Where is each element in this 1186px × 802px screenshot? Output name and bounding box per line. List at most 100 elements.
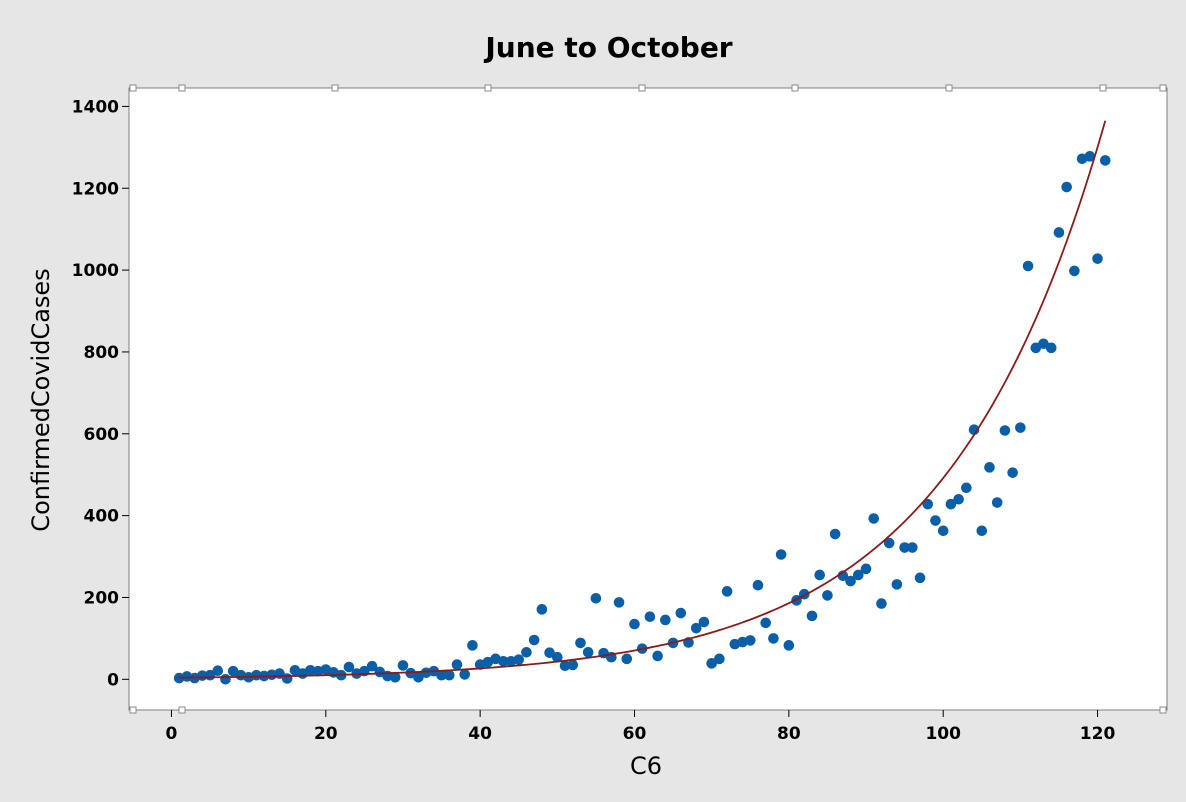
data-point — [1084, 151, 1096, 162]
y-tick-label: 1200 — [72, 179, 119, 199]
data-point — [853, 569, 864, 581]
data-point — [536, 604, 548, 615]
data-point — [1092, 253, 1103, 264]
data-point — [1061, 181, 1072, 193]
data-point — [814, 569, 826, 581]
data-point — [660, 614, 671, 626]
frame-handle — [484, 84, 492, 92]
data-point — [706, 658, 717, 669]
data-point — [675, 607, 687, 619]
data-point — [945, 498, 957, 510]
data-point — [1045, 342, 1057, 354]
frame-handle — [1099, 84, 1107, 92]
data-point — [953, 493, 964, 505]
data-point — [760, 617, 771, 629]
x-tick-label: 40 — [468, 724, 492, 744]
data-point — [451, 659, 463, 670]
data-point — [436, 669, 447, 681]
x-tick-label: 120 — [1080, 724, 1116, 744]
data-point — [212, 665, 224, 677]
x-axis-label: C6 — [630, 752, 662, 780]
fit-line — [179, 120, 1107, 679]
data-point — [629, 618, 640, 630]
data-point — [775, 549, 787, 560]
frame-handle — [1159, 706, 1167, 714]
x-axis: 0 20 40 60 80 100 120 — [166, 710, 1116, 744]
y-tick-label: 0 — [107, 670, 119, 690]
y-tick-label: 400 — [84, 507, 120, 527]
y-axis-label: ConfirmedCovidCases — [27, 268, 55, 531]
data-point — [907, 542, 918, 553]
frame-handle — [638, 84, 646, 92]
data-point — [1069, 265, 1080, 277]
data-point — [768, 633, 779, 644]
data-point — [714, 653, 725, 665]
data-point — [976, 525, 988, 537]
data-point — [860, 563, 872, 575]
data-point — [397, 660, 409, 671]
data-point — [845, 575, 856, 587]
chart-title: June to October — [483, 31, 732, 64]
data-point — [497, 656, 509, 667]
frame-handle — [129, 84, 137, 92]
data-point — [413, 671, 424, 683]
data-point — [868, 513, 880, 524]
data-point — [899, 542, 910, 553]
data-point — [876, 598, 887, 609]
data-point — [552, 651, 563, 663]
data-point — [1007, 467, 1018, 478]
data-point — [528, 634, 540, 646]
frame-handle — [178, 706, 186, 714]
data-point — [752, 579, 764, 591]
x-tick-label: 100 — [925, 724, 961, 744]
data-point — [621, 653, 633, 665]
data-point — [521, 647, 532, 658]
data-point — [467, 640, 478, 651]
data-point — [644, 611, 656, 622]
x-tick-label: 80 — [777, 724, 801, 744]
x-tick-label: 20 — [314, 724, 338, 744]
frame-handle — [1159, 84, 1167, 92]
data-point — [251, 669, 262, 681]
data-point — [559, 660, 571, 672]
frame-handle — [791, 84, 799, 92]
data-point — [567, 659, 579, 671]
data-point — [220, 674, 231, 685]
data-point — [961, 482, 972, 494]
data-point — [613, 597, 625, 608]
data-point — [721, 586, 733, 597]
data-point — [443, 669, 455, 681]
data-point — [575, 637, 586, 649]
y-tick-label: 1400 — [72, 97, 119, 117]
data-point — [343, 661, 355, 673]
data-point — [891, 579, 903, 590]
y-tick-label: 800 — [84, 343, 120, 363]
y-tick-label: 1000 — [72, 261, 119, 281]
data-point — [652, 650, 663, 662]
data-point — [544, 647, 555, 659]
y-tick-label: 200 — [84, 588, 120, 608]
plot-area — [128, 87, 1168, 711]
frame-handle — [331, 84, 339, 92]
data-point — [930, 515, 941, 526]
y-tick-label: 600 — [84, 425, 120, 445]
y-axis: 0 200 400 600 800 1000 1200 1400 — [72, 97, 129, 690]
data-point — [806, 610, 818, 622]
data-point — [883, 537, 895, 549]
data-point — [984, 462, 995, 473]
data-point — [305, 665, 316, 676]
data-point — [1053, 227, 1065, 238]
data-point — [744, 635, 756, 646]
data-point — [1022, 260, 1034, 272]
data-point — [922, 498, 934, 510]
data-point — [822, 590, 833, 601]
data-point — [991, 497, 1003, 508]
data-point — [914, 572, 926, 584]
frame-handle — [129, 706, 137, 714]
data-point — [999, 425, 1011, 436]
x-tick-label: 0 — [166, 724, 178, 744]
data-point — [389, 671, 401, 683]
data-point — [513, 654, 525, 665]
data-point — [690, 622, 702, 634]
